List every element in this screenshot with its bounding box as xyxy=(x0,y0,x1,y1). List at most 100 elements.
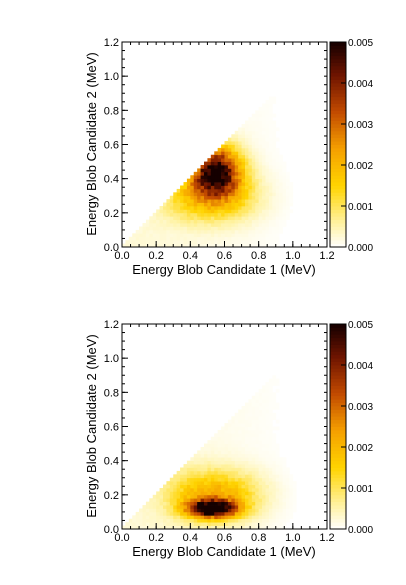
heatmap-cell xyxy=(227,209,232,214)
heatmap-cell xyxy=(258,219,263,224)
heatmap-cell xyxy=(258,447,263,451)
heatmap-cell xyxy=(135,511,140,516)
heatmap-cell xyxy=(183,233,188,238)
heatmap-cell xyxy=(231,416,236,421)
colorbar-segment xyxy=(330,477,346,482)
heatmap-cell xyxy=(186,185,191,190)
heatmap-cell xyxy=(210,171,215,176)
heatmap-cell xyxy=(221,226,225,231)
heatmap-cell xyxy=(275,127,280,132)
heatmap-cell xyxy=(142,508,147,513)
heatmap-cell xyxy=(221,158,225,162)
heatmap-cell xyxy=(186,498,191,503)
heatmap-cell xyxy=(190,206,195,210)
heatmap-cell xyxy=(224,481,229,485)
heatmap-cell xyxy=(248,216,253,221)
heatmap-cell xyxy=(227,195,232,200)
heatmap-cell xyxy=(180,185,184,190)
heatmap-cell xyxy=(272,406,277,410)
heatmap-cell xyxy=(152,498,157,503)
heatmap-cell xyxy=(142,229,147,234)
heatmap-cell xyxy=(193,226,198,231)
heatmap-cell xyxy=(238,443,242,448)
heatmap-cell xyxy=(193,464,198,468)
heatmap-cell xyxy=(238,525,242,530)
heatmap-cell xyxy=(190,501,195,506)
heatmap-cell xyxy=(159,209,164,214)
heatmap-cell xyxy=(217,206,222,210)
heatmap-cell xyxy=(262,161,266,166)
heatmap-cell xyxy=(186,199,191,203)
colorbar-segment xyxy=(330,141,346,145)
heatmap-cell xyxy=(289,182,294,186)
heatmap-cell xyxy=(292,498,297,503)
heatmap-cell xyxy=(265,158,270,162)
heatmap-cell xyxy=(207,440,212,444)
heatmap-cell xyxy=(227,236,232,241)
heatmap-cell xyxy=(255,209,260,214)
heatmap-cell xyxy=(207,474,212,479)
heatmap-cell xyxy=(241,182,246,186)
heatmap-cell xyxy=(275,501,280,506)
colorbar-segment xyxy=(330,378,346,383)
heatmap-cell xyxy=(279,209,283,214)
heatmap-cell xyxy=(275,243,280,248)
heatmap-cell xyxy=(207,233,212,238)
heatmap-cell xyxy=(152,229,157,234)
heatmap-cell xyxy=(292,501,297,506)
heatmap-cell xyxy=(149,522,154,526)
heatmap-cell xyxy=(210,443,215,448)
heatmap-cell xyxy=(200,498,205,503)
heatmap-cell xyxy=(241,134,246,139)
heatmap-cell xyxy=(279,488,283,492)
heatmap-cell xyxy=(193,484,198,489)
heatmap-cell xyxy=(186,508,191,513)
heatmap-cell xyxy=(255,212,260,217)
heatmap-cell xyxy=(268,518,273,523)
heatmap-cell xyxy=(210,202,215,207)
heatmap-cell xyxy=(186,240,191,244)
heatmap-cell xyxy=(166,525,171,530)
heatmap-cell xyxy=(234,134,239,139)
heatmap-cell xyxy=(279,229,283,234)
heatmap-cell xyxy=(272,505,277,509)
heatmap-cell xyxy=(258,399,263,403)
heatmap-cell xyxy=(241,161,246,166)
heatmap-cell xyxy=(258,117,263,121)
heatmap-cell xyxy=(210,178,215,183)
heatmap-cell xyxy=(286,199,290,203)
heatmap-cell xyxy=(204,450,208,455)
heatmap-cell xyxy=(265,171,270,176)
heatmap-cell xyxy=(142,223,147,227)
heatmap-cell xyxy=(197,474,201,479)
heatmap-cell xyxy=(204,188,208,193)
heatmap-cell xyxy=(221,151,225,156)
colorbar-segment xyxy=(330,86,346,91)
heatmap-cell xyxy=(258,206,263,210)
heatmap-cell xyxy=(173,240,178,244)
heatmap-cell xyxy=(173,501,178,506)
heatmap-cell xyxy=(132,518,137,523)
heatmap-cell xyxy=(289,477,294,482)
heatmap-cell xyxy=(210,161,215,166)
heatmap-cell xyxy=(238,412,242,417)
heatmap-cell xyxy=(248,515,253,520)
colorbar-tick-label: 0.001 xyxy=(348,202,373,213)
heatmap-cell xyxy=(149,511,154,516)
heatmap-cell xyxy=(275,212,280,217)
heatmap-cell xyxy=(265,399,270,403)
heatmap-cell xyxy=(275,378,280,383)
heatmap-cell xyxy=(200,219,205,224)
heatmap-cell xyxy=(272,399,277,403)
heatmap-cell xyxy=(227,168,232,173)
heatmap-cell xyxy=(200,467,205,472)
heatmap-cell xyxy=(200,168,205,173)
heatmap-cell xyxy=(166,226,171,231)
heatmap-cell xyxy=(255,433,260,438)
heatmap-cell xyxy=(217,178,222,183)
heatmap-cell xyxy=(272,141,277,145)
heatmap-cell xyxy=(217,443,222,448)
heatmap-cell xyxy=(262,501,266,506)
heatmap-cell xyxy=(224,494,229,499)
heatmap-cell xyxy=(159,494,164,499)
